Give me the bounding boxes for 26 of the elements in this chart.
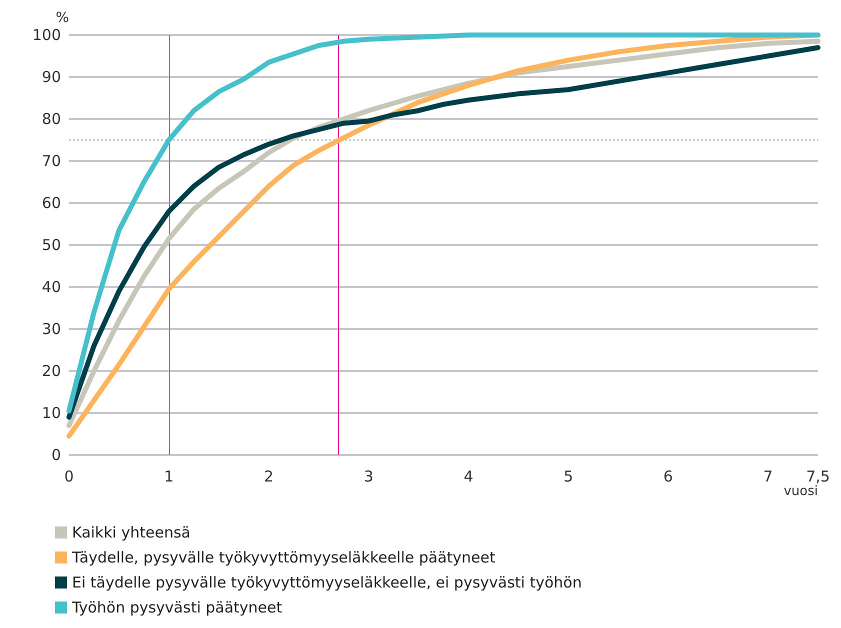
legend-label: Ei täydelle pysyvälle työkyvyttömyyseläkkeelle, ei pysyvästi työhön <box>72 574 582 592</box>
y-axis-title: % <box>56 10 69 26</box>
y-tick-label: 50 <box>42 236 61 254</box>
y-tick-label: 60 <box>42 194 61 212</box>
y-tick-label: 80 <box>42 110 61 128</box>
x-tick-label: 3 <box>364 468 374 486</box>
x-tick-label: 4 <box>464 468 474 486</box>
legend-label: Täydelle, pysyvälle työkyvyttömyyseläkkeelle päätyneet <box>71 548 496 566</box>
x-tick-label: 2 <box>264 468 274 486</box>
y-tick-label: 10 <box>42 404 61 422</box>
y-tick-label: 0 <box>51 446 61 464</box>
y-tick-label: 70 <box>42 152 61 170</box>
x-tick-label: 1 <box>164 468 174 486</box>
x-tick-label: 0 <box>64 468 74 486</box>
x-tick-label: 7,5 <box>806 468 830 486</box>
y-tick-label: 100 <box>32 26 61 44</box>
x-tick-label: 5 <box>564 468 574 486</box>
legend-label: Kaikki yhteensä <box>72 524 190 542</box>
x-axis-title: vuosi <box>784 484 818 499</box>
y-tick-label: 40 <box>42 278 61 296</box>
x-tick-label: 7 <box>763 468 773 486</box>
x-tick-label: 6 <box>663 468 673 486</box>
legend-label: Työhön pysyvästi päätyneet <box>71 598 282 616</box>
y-tick-label: 20 <box>42 362 61 380</box>
y-tick-label: 30 <box>42 320 61 338</box>
y-tick-label: 90 <box>42 68 61 86</box>
